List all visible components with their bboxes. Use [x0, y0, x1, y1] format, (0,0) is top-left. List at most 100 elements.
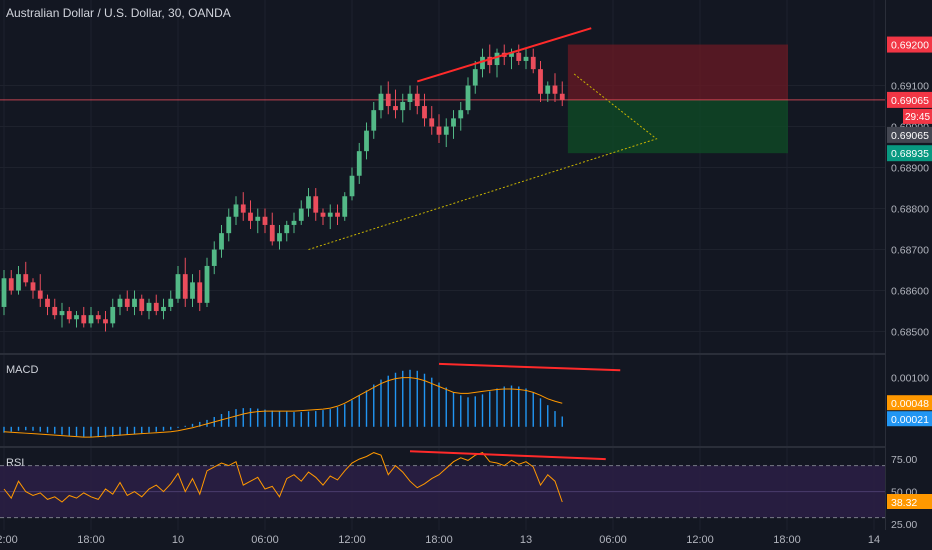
candle-body	[45, 298, 50, 307]
candle-body	[16, 274, 21, 291]
candle-body	[313, 196, 319, 213]
candle-body	[226, 216, 232, 234]
candle-body	[103, 319, 108, 324]
candle-body	[74, 315, 79, 320]
candle-body	[124, 298, 130, 307]
candle-body	[472, 69, 478, 86]
candle-body	[523, 56, 529, 61]
candle-body	[66, 311, 72, 320]
candle-body	[552, 85, 558, 94]
candle-body	[95, 315, 101, 320]
entry-price-label-bg	[887, 126, 932, 143]
candle-body	[255, 216, 261, 221]
panel-divider-rsi[interactable]	[0, 446, 886, 448]
rsi-panel-label: RSI	[6, 457, 25, 469]
candle-body	[480, 56, 485, 70]
macd-panel-label: MACD	[6, 364, 39, 376]
candle-body	[385, 93, 391, 107]
candle-body	[509, 52, 514, 57]
x-tick-label: 06:00	[599, 534, 627, 546]
rsi-tick-label: 75.00	[891, 454, 917, 466]
candle-body	[211, 249, 217, 266]
candle-body	[291, 220, 297, 225]
candle-body	[342, 196, 348, 217]
candle-body	[443, 126, 449, 135]
candle-body	[1, 278, 7, 307]
macd-signal-line	[3, 377, 563, 438]
x-tick-label: 13	[520, 534, 532, 546]
candle-body	[240, 204, 246, 213]
candle-body	[465, 85, 471, 111]
x-tick-label: 06:00	[251, 534, 279, 546]
price-tick-label: 0.68500	[891, 327, 929, 339]
macd-hist-label: 0.00021	[891, 414, 929, 426]
candle-body	[161, 306, 166, 312]
rsi-value-label-bg	[887, 494, 932, 509]
price-tick-label: 0.68700	[891, 245, 929, 257]
candle-body	[306, 196, 311, 209]
candle-body	[153, 302, 159, 312]
macd-hist-label-bg	[887, 411, 932, 427]
candle-body	[530, 56, 536, 70]
candle-body	[284, 224, 290, 234]
candle-body	[146, 302, 152, 312]
panel-divider-macd[interactable]	[0, 353, 886, 355]
candle-body	[269, 224, 275, 242]
candle-body	[349, 175, 355, 197]
x-tick-label: 10	[172, 534, 184, 546]
support-trendline	[308, 72, 658, 251]
stop-price-label-bg	[887, 36, 932, 53]
stop-price-label: 0.69200	[891, 40, 929, 52]
target-price-label: 0.68935	[891, 148, 929, 160]
candle-body	[59, 311, 65, 316]
candle-body	[335, 212, 340, 217]
candle-body	[371, 110, 377, 131]
candle-body	[190, 282, 195, 299]
candle-body	[545, 85, 551, 94]
candle-body	[422, 106, 427, 119]
candle-body	[81, 315, 87, 324]
candle-body	[233, 204, 239, 217]
candle-body	[494, 52, 500, 66]
candle-body	[262, 216, 268, 225]
candle-body	[204, 265, 210, 303]
macd-signal-label: 0.00048	[891, 398, 929, 410]
symbol-title: Australian Dollar / U.S. Dollar, 30, OAN…	[6, 6, 231, 20]
countdown-bg	[903, 108, 932, 124]
x-tick-label: 18:00	[77, 534, 105, 546]
candle-body	[451, 118, 456, 127]
candle-body	[248, 212, 253, 221]
candle-body	[219, 233, 224, 250]
x-tick-label: 12:00	[0, 534, 18, 546]
price-tick-label: 0.69100	[891, 81, 929, 93]
macd-divergence-line	[438, 362, 621, 372]
candle-body	[175, 274, 181, 299]
candle-body	[139, 298, 145, 312]
take-profit-zone	[567, 99, 788, 154]
candle-body	[132, 298, 137, 307]
candle-body	[516, 52, 522, 61]
candle-body	[364, 130, 369, 152]
candle-body	[559, 93, 565, 100]
entry-price-label: 0.69065	[891, 130, 929, 142]
candle-body	[37, 290, 43, 299]
candle-body	[23, 274, 29, 283]
candle-body	[378, 93, 384, 111]
candle-body	[8, 278, 14, 291]
current-price-label-bg	[887, 91, 932, 108]
price-tick-label: 0.68900	[891, 163, 929, 175]
candle-body	[277, 233, 282, 242]
candle-body	[168, 298, 174, 307]
target-price-label-bg	[887, 145, 932, 162]
candle-body	[320, 212, 326, 217]
x-tick-label: 12:00	[338, 534, 366, 546]
candle-body	[88, 315, 94, 324]
candle-body	[298, 208, 304, 221]
x-tick-label: 12:00	[686, 534, 714, 546]
candle-body	[429, 118, 435, 127]
candle-body	[30, 282, 36, 291]
rsi-value-label: 38.32	[891, 497, 917, 509]
candle-body	[327, 212, 333, 217]
candle-body	[538, 69, 543, 94]
